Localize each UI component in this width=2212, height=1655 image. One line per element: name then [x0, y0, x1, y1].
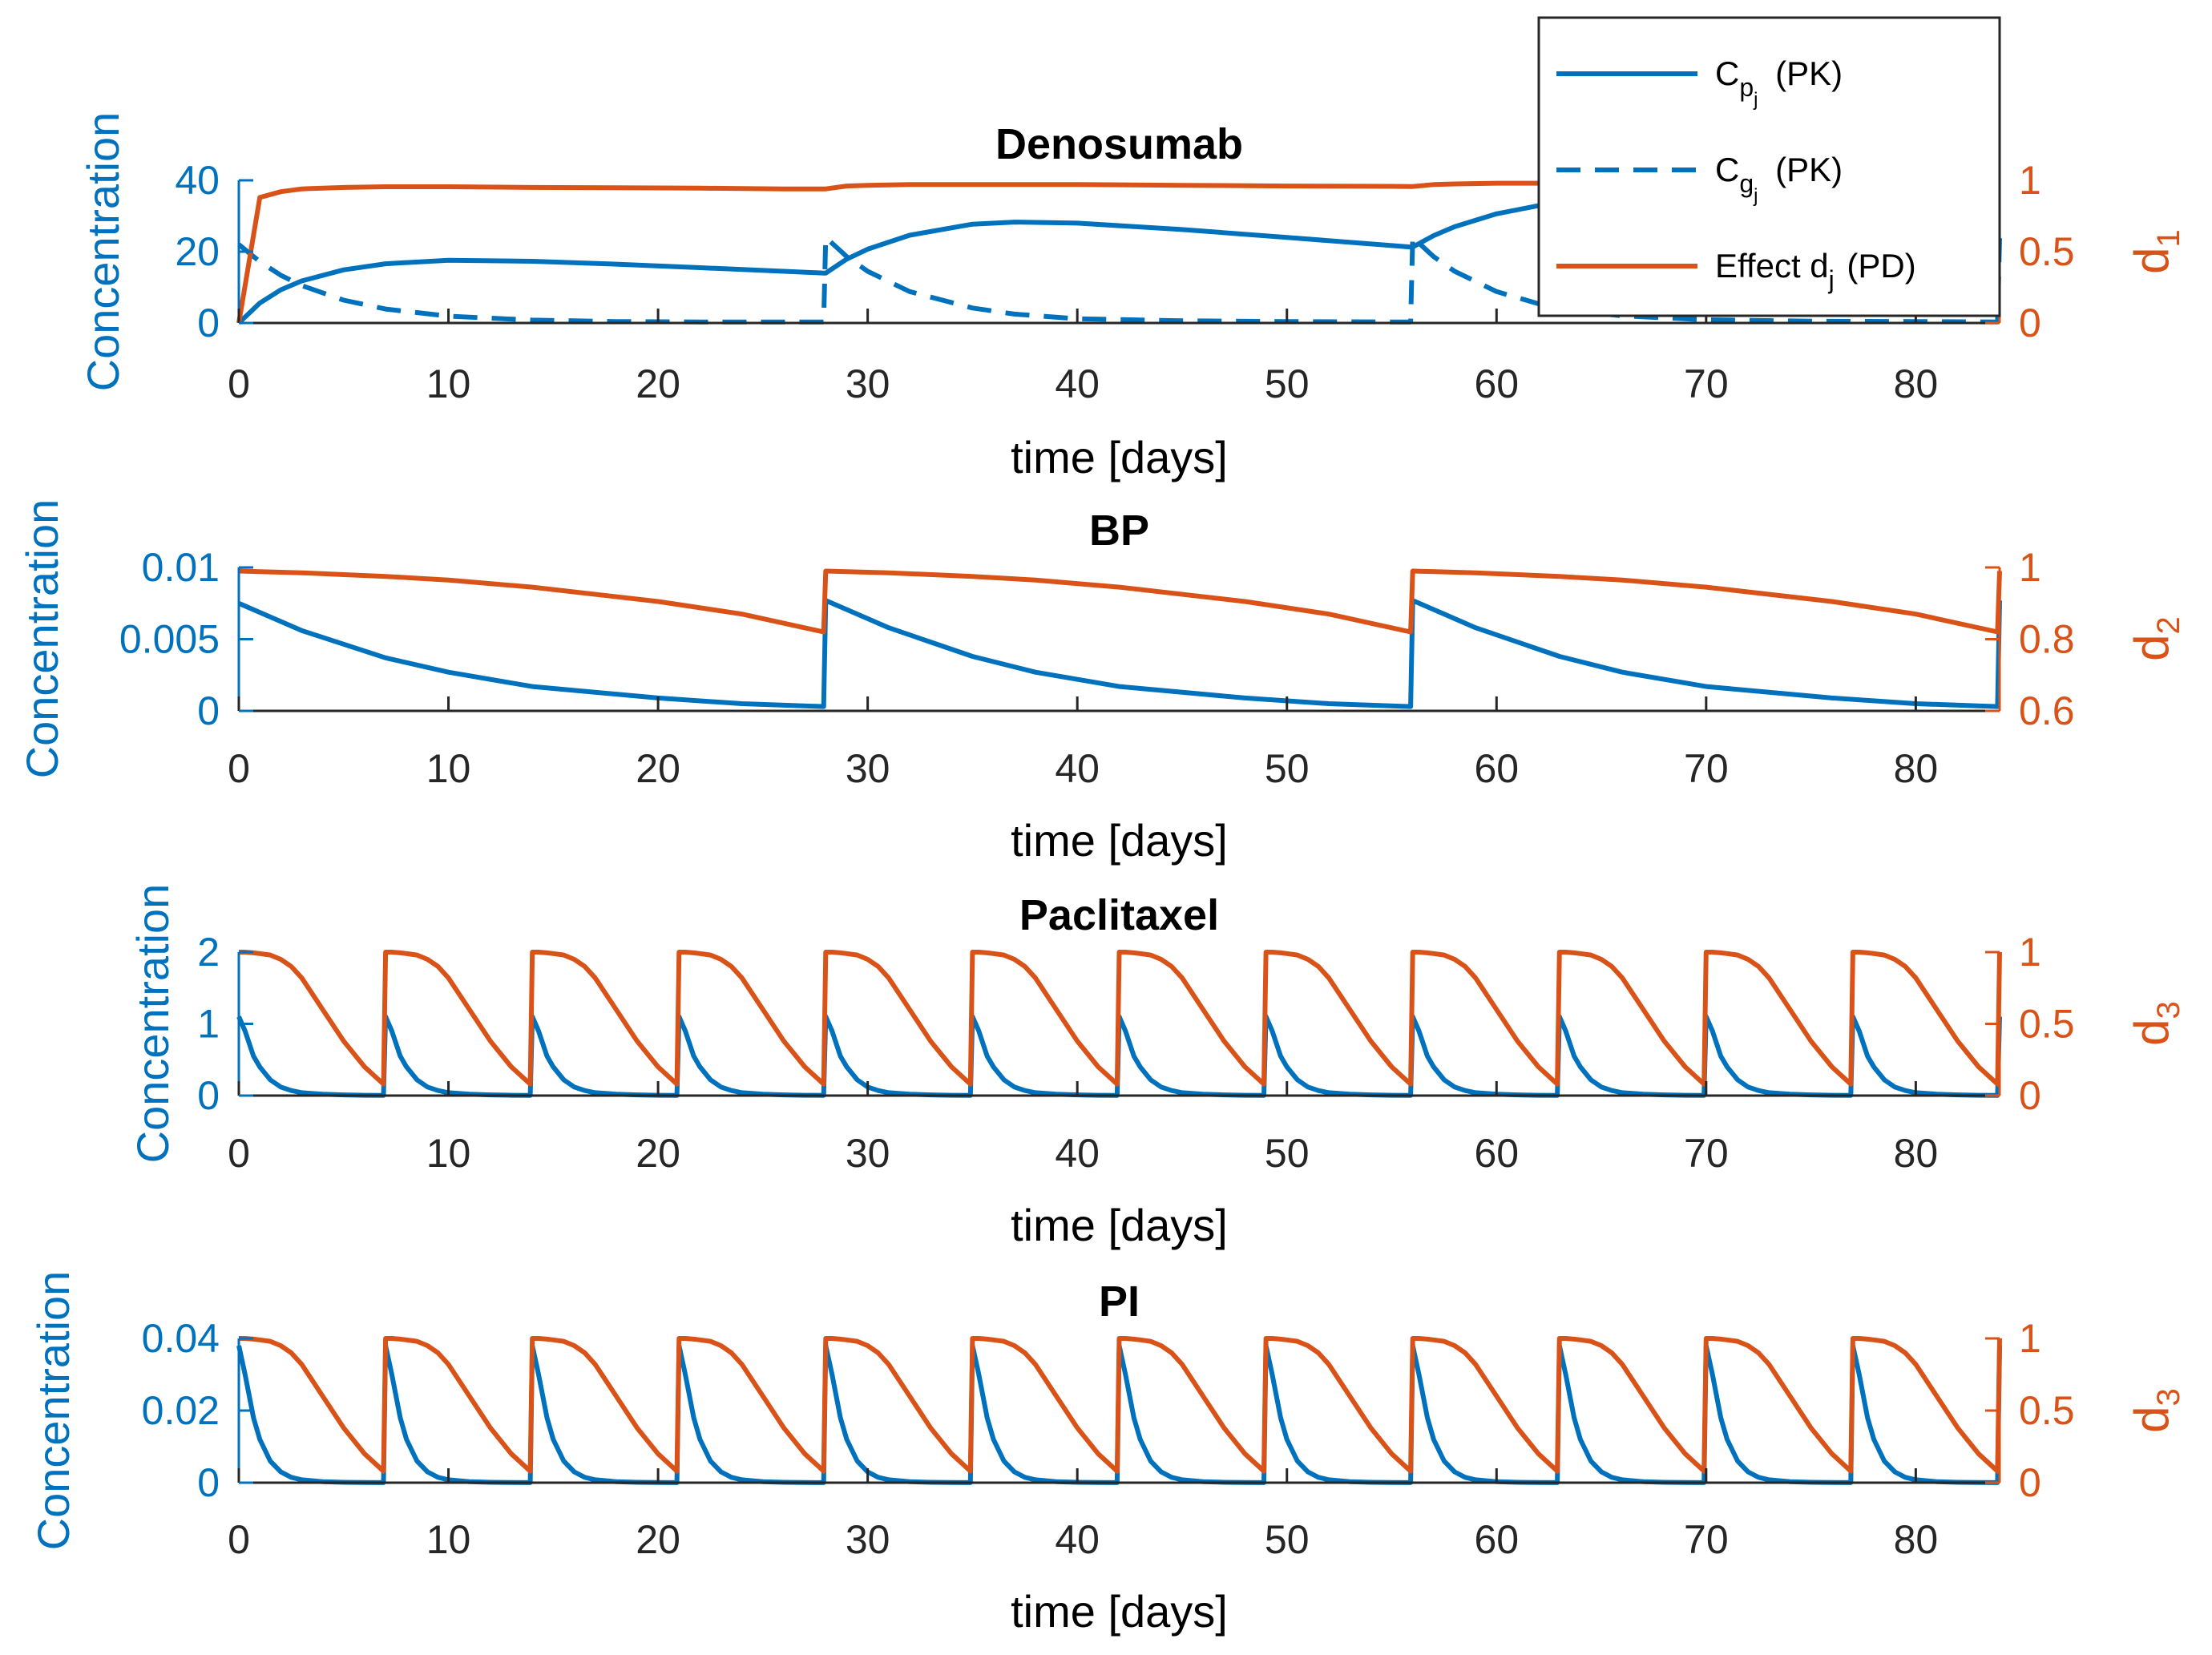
x-axis-label: time [days] [1011, 432, 1228, 482]
x-tick-label: 80 [1894, 746, 1939, 791]
x-tick-label: 60 [1474, 361, 1519, 406]
x-tick-label: 40 [1055, 361, 1100, 406]
y-tick-left-label: 0.04 [142, 1316, 220, 1361]
x-tick-label: 80 [1894, 1517, 1939, 1562]
y-tick-left-label: 0.01 [142, 545, 220, 590]
panel-title: PI [1099, 1278, 1140, 1326]
y-tick-left-label: 0 [197, 1460, 220, 1505]
legend-label-2: Effect dj (PD) [1715, 247, 1916, 294]
y-tick-right-label: 0.5 [2019, 1002, 2075, 1047]
y-axis-label-right: d3 [2125, 1001, 2186, 1046]
x-tick-label: 20 [636, 1517, 680, 1562]
x-tick-label: 40 [1055, 1131, 1100, 1176]
y-tick-left-label: 1 [197, 1002, 220, 1047]
series-line-3-1 [239, 1336, 2002, 1474]
x-tick-label: 10 [426, 1131, 471, 1176]
series-line-1-1 [238, 568, 2002, 635]
x-tick-label: 50 [1265, 361, 1310, 406]
panel-1: 0 10 20 30 40 50 60 70 80 0 0.005 0.01 0.6 0.8 1 BP time… [17, 499, 2186, 866]
x-tick-label: 70 [1684, 361, 1729, 406]
x-tick-label: 20 [636, 1131, 680, 1176]
x-tick-label: 80 [1894, 361, 1939, 406]
series-line-0-1 [237, 235, 2002, 325]
y-tick-right-label: 1 [2019, 545, 2041, 590]
y-tick-left-label: 0.005 [119, 617, 220, 662]
x-tick-label: 40 [1055, 1517, 1100, 1562]
x-axis-label: time [days] [1011, 1586, 1228, 1637]
y-tick-right-label: 1 [2019, 158, 2041, 203]
y-tick-right-label: 1 [2019, 1316, 2041, 1361]
x-axis-label: time [days] [1011, 815, 1228, 866]
y-axis-label-left: Concentration [28, 1271, 79, 1551]
x-tick-label: 10 [426, 1517, 471, 1562]
y-tick-left-label: 40 [175, 158, 220, 203]
x-tick-label: 60 [1474, 746, 1519, 791]
x-tick-label: 30 [846, 361, 890, 406]
series-line-2-1 [239, 950, 2002, 1087]
legend-label-0: Cpj (PK) [1715, 54, 1843, 111]
x-tick-label: 0 [228, 1517, 250, 1562]
x-tick-label: 20 [636, 361, 680, 406]
x-tick-label: 50 [1265, 746, 1310, 791]
y-axis-label-right: d3 [2125, 1388, 2186, 1433]
x-tick-label: 60 [1474, 1517, 1519, 1562]
x-axis-label: time [days] [1011, 1200, 1228, 1250]
x-tick-label: 0 [228, 746, 250, 791]
y-tick-left-label: 0.02 [142, 1388, 220, 1433]
y-axis-label-right: d2 [2125, 616, 2186, 661]
y-tick-right-label: 1 [2019, 930, 2041, 975]
legend-label-1: Cgj (PK) [1715, 151, 1843, 207]
x-tick-label: 10 [426, 746, 471, 791]
series-line-1-0 [237, 598, 2002, 709]
panel-3: 0 10 20 30 40 50 60 70 80 0 0.02 0.04 0 0.5 1 PI time [d… [28, 1271, 2186, 1637]
y-axis-label-left: Concentration [127, 884, 178, 1164]
legend: Cpj (PK) Cgj (PK) Effect dj (PD) [1537, 16, 2001, 317]
y-tick-right-label: 0 [2019, 1073, 2041, 1118]
panel-title: BP [1089, 507, 1149, 555]
x-tick-label: 80 [1894, 1131, 1939, 1176]
y-axis-label-left: Concentration [78, 112, 128, 392]
x-tick-label: 30 [846, 746, 890, 791]
y-tick-left-label: 0 [197, 688, 220, 733]
x-tick-label: 50 [1265, 1517, 1310, 1562]
x-tick-label: 70 [1684, 1131, 1729, 1176]
x-tick-label: 30 [846, 1517, 890, 1562]
panel-0: 0 10 20 30 40 50 60 70 80 0 20 40 0 0.5 1 Denosumab time… [78, 112, 2186, 482]
y-tick-right-label: 0.5 [2019, 1388, 2075, 1433]
y-tick-left-label: 2 [197, 930, 220, 975]
x-tick-label: 10 [426, 361, 471, 406]
y-tick-left-label: 0 [197, 1073, 220, 1118]
y-tick-right-label: 0.8 [2019, 617, 2075, 662]
y-tick-right-label: 0 [2019, 301, 2041, 345]
x-tick-label: 0 [228, 1131, 250, 1176]
y-tick-left-label: 20 [175, 229, 220, 274]
x-tick-label: 0 [228, 361, 250, 406]
y-tick-right-label: 0.6 [2019, 688, 2075, 733]
x-tick-label: 30 [846, 1131, 890, 1176]
panel-2: 0 10 20 30 40 50 60 70 8001200.51Paclitaxeltime … [127, 884, 2186, 1250]
x-tick-label: 70 [1684, 746, 1729, 791]
panel-title: Denosumab [995, 120, 1243, 168]
x-tick-label: 50 [1265, 1131, 1310, 1176]
x-tick-label: 60 [1474, 1131, 1519, 1176]
panel-title: Paclitaxel [1019, 891, 1219, 939]
y-tick-right-label: 0.5 [2019, 229, 2075, 274]
y-tick-right-label: 0 [2019, 1460, 2041, 1505]
y-tick-left-label: 0 [197, 301, 220, 345]
x-tick-label: 20 [636, 746, 680, 791]
x-tick-label: 40 [1055, 746, 1100, 791]
y-axis-label-right: d1 [2125, 229, 2186, 274]
x-tick-label: 70 [1684, 1517, 1729, 1562]
y-axis-label-left: Concentration [17, 499, 67, 779]
